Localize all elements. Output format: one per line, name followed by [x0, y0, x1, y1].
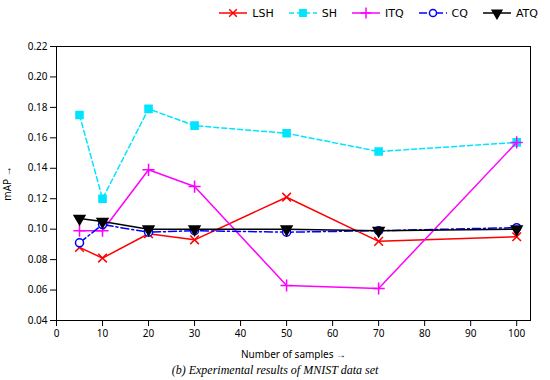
svg-text:10: 10	[97, 326, 109, 340]
svg-text:40: 40	[235, 326, 247, 340]
svg-text:0.10: 0.10	[28, 221, 48, 235]
html-text:(b) Experimental results of MN: (b) Experimental results of MNIST data s…	[171, 363, 379, 377]
svg-text:100: 100	[508, 326, 525, 340]
svg-text:20: 20	[143, 326, 155, 340]
svg-text:70: 70	[373, 326, 385, 340]
svg-text:0.04: 0.04	[28, 313, 48, 327]
svg-text:Number of samples →: Number of samples →	[241, 347, 346, 361]
svg-text:0.14: 0.14	[28, 160, 48, 174]
html-text:ATQ: ATQ	[515, 6, 538, 20]
svg-text:0.12: 0.12	[28, 191, 48, 205]
svg-text:50: 50	[281, 326, 293, 340]
svg-text:0.08: 0.08	[28, 252, 48, 266]
svg-text:0.06: 0.06	[28, 282, 48, 296]
svg-text:0.20: 0.20	[28, 69, 48, 83]
html-text:ITQ: ITQ	[385, 6, 404, 20]
html-text:LSH: LSH	[252, 6, 274, 20]
svg-text:80: 80	[419, 326, 431, 340]
svg-text:0.22: 0.22	[28, 39, 48, 53]
html-text:CQ: CQ	[451, 6, 468, 20]
svg-text:mAP →: mAP →	[0, 166, 14, 200]
svg-text:0.16: 0.16	[28, 130, 48, 144]
svg-text:0: 0	[54, 326, 60, 340]
svg-text:60: 60	[327, 326, 339, 340]
svg-text:30: 30	[189, 326, 201, 340]
svg-text:0.18: 0.18	[28, 100, 48, 114]
html-text:SH: SH	[321, 6, 337, 20]
svg-text:90: 90	[465, 326, 477, 340]
